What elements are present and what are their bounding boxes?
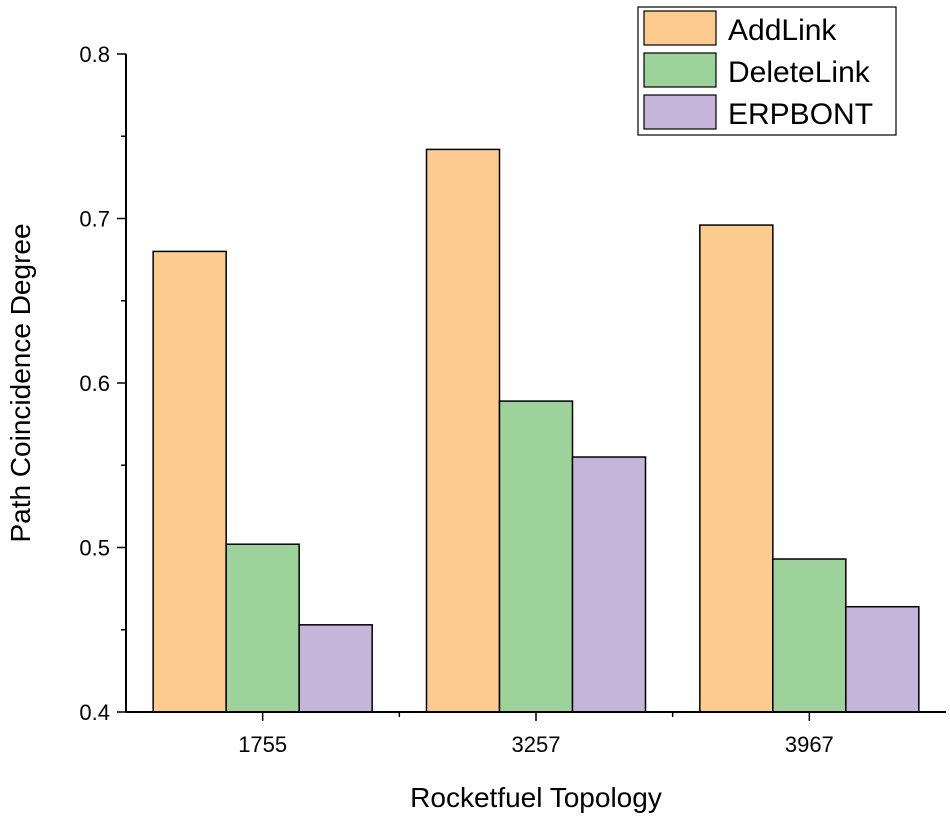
legend-label-erpbont: ERPBONT (728, 98, 873, 131)
x-tick-label-3257: 3257 (512, 732, 561, 757)
bar-addlink-3257 (425, 148, 501, 713)
bar-erpbont-1755 (298, 624, 373, 713)
y-tick-label: 0.5 (79, 536, 110, 561)
x-tick-label-1755: 1755 (238, 732, 287, 757)
x-tick-label-3967: 3967 (785, 732, 834, 757)
legend-swatch-addlink (643, 10, 717, 46)
x-axis-title: Rocketfuel Topology (410, 782, 662, 813)
y-tick-label: 0.8 (79, 42, 110, 67)
bar-deletelink-3967 (772, 558, 847, 713)
y-tick-label: 0.6 (79, 371, 110, 396)
bar-addlink-1755 (152, 250, 227, 713)
y-tick-label: 0.4 (79, 700, 110, 725)
bar-deletelink-1755 (225, 543, 300, 713)
bars-layer (152, 148, 920, 713)
legend-label-addlink: AddLink (728, 14, 837, 47)
bar-erpbont-3257 (571, 456, 647, 713)
bar-erpbont-3967 (845, 605, 920, 713)
legend-label-deletelink: DeleteLink (728, 56, 871, 89)
legend: AddLink DeleteLink ERPBONT (637, 6, 897, 136)
bar-addlink-3967 (699, 224, 774, 713)
bar-deletelink-3257 (498, 400, 574, 713)
axes-layer: 1755 3257 3967 0.4 0.5 0.6 0.7 0.8 (79, 42, 946, 757)
y-tick-label: 0.7 (79, 207, 110, 232)
y-axis-title: Path Coincidence Degree (5, 223, 36, 542)
legend-swatch-erpbont (643, 94, 717, 130)
legend-swatch-deletelink (643, 52, 717, 88)
